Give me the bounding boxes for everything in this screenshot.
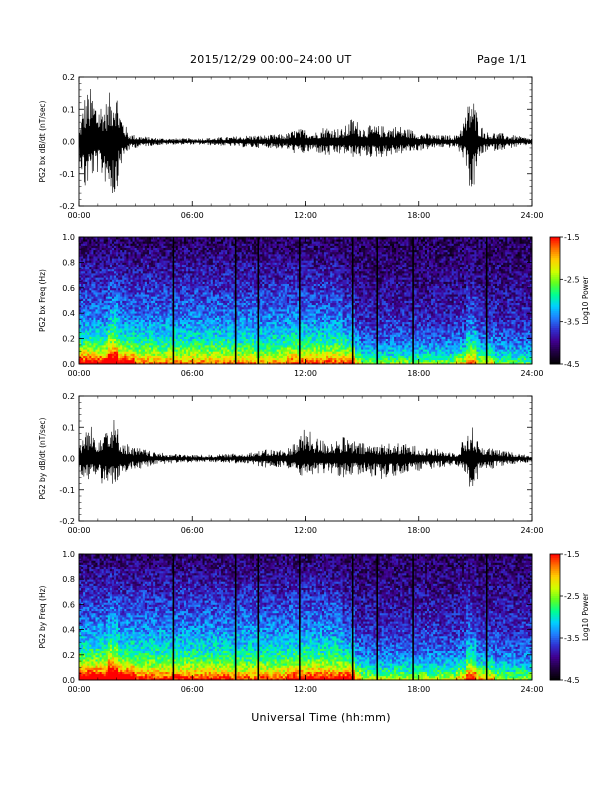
y-axis: 0.2 0.1 0.0 -0.1 -0.2: [59, 392, 532, 526]
x-tick-label: 12:00: [294, 211, 317, 220]
y-tick-label: 0.0: [62, 455, 75, 464]
colorbar: -1.5 -2.5 -3.5 -4.5 Log10 Power: [549, 233, 590, 369]
y-tick-label: 0.8: [62, 575, 75, 584]
colorbar-label: Log10 Power: [581, 592, 590, 641]
y-tick-label: 0.1: [62, 105, 75, 114]
y-tick-label: 0.6: [62, 600, 75, 609]
y-tick-label: 0.4: [62, 309, 75, 318]
x-tick-label: 24:00: [520, 211, 543, 220]
x-axis: 00:00 06:00 12:00 18:00 24:00: [67, 396, 544, 535]
x-tick-label: 12:00: [294, 369, 317, 378]
spectrogram-cells: [79, 237, 533, 365]
y-tick-label: -0.1: [59, 486, 75, 495]
colorbar-tick-label: -4.5: [564, 360, 580, 369]
y-tick-label: 0.0: [62, 676, 75, 685]
y-tick-label: 1.0: [62, 550, 75, 559]
y-tick-label: 0.6: [62, 284, 75, 293]
y-axis-label: PG2 by dB/dt (nT/sec): [38, 417, 47, 499]
y-tick-label: 0.0: [62, 138, 75, 147]
y-tick-label: 0.8: [62, 258, 75, 267]
x-tick-label: 06:00: [181, 369, 204, 378]
x-tick-label: 24:00: [520, 526, 543, 535]
y-axis-label: PG2 bx Freq (Hz): [38, 269, 47, 332]
panel-by-ddt: 0.2 0.1 0.0 -0.1 -0.200:00 06:00 12:00 18:00 24:…: [38, 392, 544, 535]
colorbar-tick-label: -2.5: [564, 592, 580, 601]
x-axis-label: Universal Time (hh:mm): [0, 711, 612, 724]
x-axis: 00:00 06:00 12:00 18:00 24:00: [67, 77, 544, 220]
y-tick-label: 1.0: [62, 233, 75, 242]
y-tick-label: 0.2: [62, 73, 75, 82]
y-tick-label: 0.2: [62, 392, 75, 401]
y-axis: 0.2 0.1 0.0 -0.1 -0.2: [59, 73, 532, 211]
x-tick-label: 06:00: [181, 685, 204, 694]
x-axis: 00:00 06:00 12:00 18:00 24:00: [67, 554, 544, 694]
x-tick-label: 00:00: [67, 211, 90, 220]
y-tick-label: 0.0: [62, 360, 75, 369]
x-tick-label: 12:00: [294, 685, 317, 694]
y-tick-label: 0.2: [62, 651, 75, 660]
data-gaps: [172, 554, 488, 680]
series-line: [78, 88, 533, 194]
colorbar-frame: [549, 553, 561, 681]
x-axis: 00:00 06:00 12:00 18:00 24:00: [67, 237, 544, 378]
spectrogram-cells: [79, 554, 533, 681]
x-tick-label: 24:00: [520, 685, 543, 694]
y-tick-label: -0.2: [59, 202, 75, 211]
x-tick-label: 00:00: [67, 685, 90, 694]
colorbar-tick-label: -2.5: [564, 275, 580, 284]
colorbar-tick-label: -1.5: [564, 233, 580, 242]
colorbar: -1.5 -2.5 -3.5 -4.5 Log10 Power: [549, 550, 590, 685]
colorbar-tick-label: -3.5: [564, 318, 580, 327]
colorbar-tick-label: -4.5: [564, 676, 580, 685]
x-tick-label: 06:00: [181, 211, 204, 220]
colorbar-tick-label: -3.5: [564, 634, 580, 643]
page-number: Page 1/1: [477, 53, 527, 66]
panel-bx-ddt: 0.2 0.1 0.0 -0.1 -0.200:00 06:00 12:00 18:00 24:…: [38, 73, 544, 220]
y-tick-label: -0.1: [59, 170, 75, 179]
data-gaps: [172, 237, 488, 364]
y-tick-label: -0.2: [59, 517, 75, 526]
y-tick-label: 0.1: [62, 423, 75, 432]
y-axis: 1.0 0.8 0.6 0.4 0.2 0.0: [62, 550, 532, 685]
x-tick-label: 18:00: [407, 369, 430, 378]
x-tick-label: 18:00: [407, 526, 430, 535]
y-tick-label: 0.4: [62, 626, 75, 635]
y-tick-label: 0.2: [62, 335, 75, 344]
x-tick-label: 00:00: [67, 369, 90, 378]
colorbar-label: Log10 Power: [581, 276, 590, 325]
x-tick-label: 12:00: [294, 526, 317, 535]
x-tick-label: 18:00: [407, 685, 430, 694]
x-tick-label: 06:00: [181, 526, 204, 535]
y-axis: 1.0 0.8 0.6 0.4 0.2 0.0: [62, 233, 532, 369]
page-title: 2015/12/29 00:00–24:00 UT: [190, 53, 352, 66]
colorbar-frame: [549, 236, 561, 365]
y-axis-label: PG2 bx dB/dt (nT/sec): [38, 100, 47, 182]
colorbar-tick-label: -1.5: [564, 550, 580, 559]
x-tick-label: 00:00: [67, 526, 90, 535]
series-line: [78, 420, 533, 487]
x-tick-label: 24:00: [520, 369, 543, 378]
y-axis-label: PG2 by Freq (Hz): [38, 585, 47, 648]
x-tick-label: 18:00: [407, 211, 430, 220]
